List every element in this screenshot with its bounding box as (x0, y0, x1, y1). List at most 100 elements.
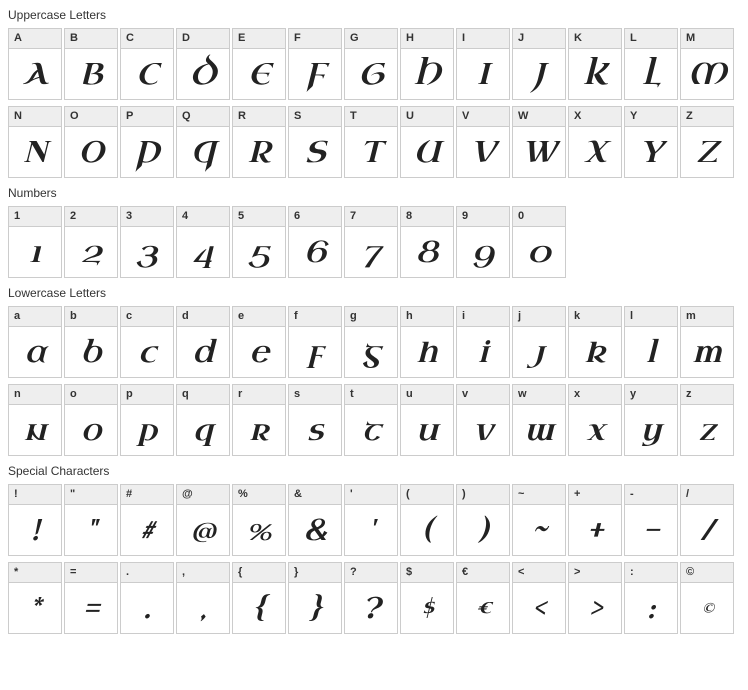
char-label: ! (9, 485, 61, 505)
char-label: 0 (513, 207, 565, 227)
char-cell: YY (624, 106, 678, 178)
char-label: D (177, 29, 229, 49)
char-glyph: e (233, 327, 285, 377)
char-cell: bb (64, 306, 118, 378)
char-cell: ** (8, 562, 62, 634)
char-label: 1 (9, 207, 61, 227)
char-label: < (513, 563, 565, 583)
char-glyph: ~ (513, 505, 565, 555)
char-label: e (233, 307, 285, 327)
char-label: R (233, 107, 285, 127)
char-label: 5 (233, 207, 285, 227)
char-glyph: n (9, 405, 61, 455)
char-cell: {{ (232, 562, 286, 634)
char-label: l (625, 307, 677, 327)
char-cell: ww (512, 384, 566, 456)
char-glyph: J (513, 49, 565, 99)
char-row: AABBCCDDEEFFGGHHIIJJKKLLMM (8, 28, 740, 100)
char-glyph: . (121, 583, 173, 633)
char-cell: $$ (400, 562, 454, 634)
char-glyph: 7 (345, 227, 397, 277)
char-glyph: > (569, 583, 621, 633)
char-label: . (121, 563, 173, 583)
char-cell: ii (456, 306, 510, 378)
char-glyph: F (289, 49, 341, 99)
char-cell: WW (512, 106, 566, 178)
char-glyph: M (681, 49, 733, 99)
char-cell: .. (120, 562, 174, 634)
char-label: S (289, 107, 341, 127)
char-cell: 11 (8, 206, 62, 278)
char-glyph: o (65, 405, 117, 455)
section-title: Numbers (8, 186, 740, 200)
section-title: Special Characters (8, 464, 740, 478)
char-cell: qq (176, 384, 230, 456)
char-row: 11223344556677889900 (8, 206, 740, 278)
char-label: ) (457, 485, 509, 505)
char-glyph: @ (177, 505, 229, 555)
char-label: " (65, 485, 117, 505)
char-glyph: 9 (457, 227, 509, 277)
char-label: $ (401, 563, 453, 583)
char-glyph: ) (457, 505, 509, 555)
char-label: I (457, 29, 509, 49)
char-label: u (401, 385, 453, 405)
char-cell: nn (8, 384, 62, 456)
char-glyph: + (569, 505, 621, 555)
char-label: o (65, 385, 117, 405)
char-label: i (457, 307, 509, 327)
char-cell: vv (456, 384, 510, 456)
char-cell: aa (8, 306, 62, 378)
char-glyph: t (345, 405, 397, 455)
char-cell: KK (568, 28, 622, 100)
char-label: , (177, 563, 229, 583)
char-cell: RR (232, 106, 286, 178)
char-glyph: * (9, 583, 61, 633)
char-glyph: 2 (65, 227, 117, 277)
char-label: T (345, 107, 397, 127)
char-glyph: $ (401, 583, 453, 633)
char-glyph: 1 (9, 227, 61, 277)
char-label: U (401, 107, 453, 127)
char-glyph: T (345, 127, 397, 177)
section-title: Uppercase Letters (8, 8, 740, 22)
char-cell: :: (624, 562, 678, 634)
char-label: v (457, 385, 509, 405)
char-glyph: j (513, 327, 565, 377)
char-label: M (681, 29, 733, 49)
char-row: NNOOPPQQRRSSTTUUVVWWXXYYZZ (8, 106, 740, 178)
char-cell: II (456, 28, 510, 100)
char-cell: ZZ (680, 106, 734, 178)
char-glyph: g (345, 327, 397, 377)
char-glyph: W (513, 127, 565, 177)
char-glyph: h (401, 327, 453, 377)
char-label: ~ (513, 485, 565, 505)
char-label: N (9, 107, 61, 127)
char-glyph: u (401, 405, 453, 455)
char-cell: "" (64, 484, 118, 556)
char-cell: MM (680, 28, 734, 100)
char-label: F (289, 29, 341, 49)
char-cell: TT (344, 106, 398, 178)
char-glyph: © (681, 583, 733, 633)
char-glyph: f (289, 327, 341, 377)
char-glyph: Y (625, 127, 677, 177)
char-label: d (177, 307, 229, 327)
char-cell: JJ (512, 28, 566, 100)
char-label: Z (681, 107, 733, 127)
char-cell: 66 (288, 206, 342, 278)
char-glyph: l (625, 327, 677, 377)
char-cell: NN (8, 106, 62, 178)
char-glyph: R (233, 127, 285, 177)
char-cell: 44 (176, 206, 230, 278)
char-label: b (65, 307, 117, 327)
char-glyph: d (177, 327, 229, 377)
section-title: Lowercase Letters (8, 286, 740, 300)
char-glyph: = (65, 583, 117, 633)
char-label: r (233, 385, 285, 405)
char-label: } (289, 563, 341, 583)
char-glyph: & (289, 505, 341, 555)
char-label: L (625, 29, 677, 49)
char-row: !!""##@@%%&&''(())~~++--// (8, 484, 740, 556)
char-glyph: N (9, 127, 61, 177)
